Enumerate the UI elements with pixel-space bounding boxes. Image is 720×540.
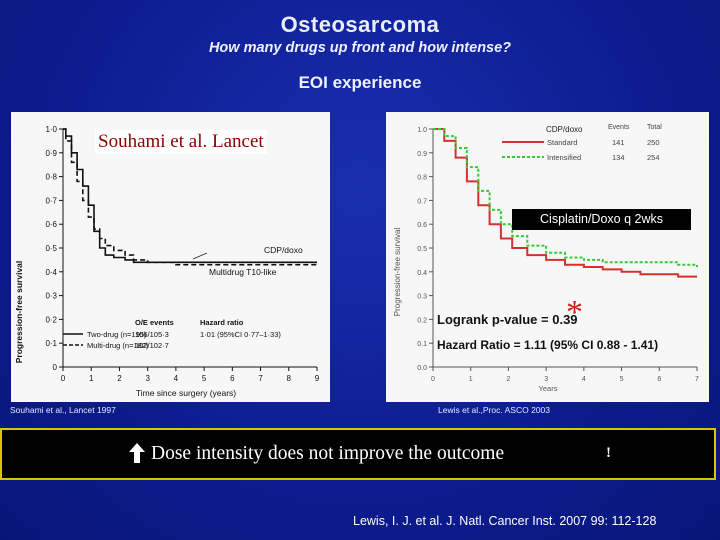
souhami-chart-panel: Progression-free survival Time since sur… bbox=[11, 112, 330, 402]
x-tick-label: 3 bbox=[544, 376, 548, 383]
y-tick-label: 0·8 bbox=[45, 173, 57, 182]
souhami-km-chart: Progression-free survival Time since sur… bbox=[14, 125, 320, 398]
x-tick-label: 0 bbox=[431, 376, 435, 383]
y-tick-label: 0.8 bbox=[417, 175, 427, 182]
y-tick-label: 0·3 bbox=[45, 292, 57, 301]
x-tick-label: 1 bbox=[469, 376, 473, 383]
legend-standard-total: 250 bbox=[647, 138, 660, 147]
legend-standard: Standard bbox=[547, 138, 577, 147]
x-tick-label: 3 bbox=[145, 374, 150, 383]
x-tick-label: 1 bbox=[89, 374, 94, 383]
legend-two-drug-oe: 106/105·3 bbox=[135, 330, 169, 339]
y-axis-label: Progression-free survival bbox=[14, 261, 24, 364]
y-tick-label: 0·5 bbox=[45, 244, 57, 253]
y-tick-label: 0·7 bbox=[45, 196, 57, 205]
x-tick-label: 5 bbox=[202, 374, 207, 383]
y-tick-label: 1·0 bbox=[45, 125, 57, 134]
legend-multi-drug-oe: 102/102·7 bbox=[135, 341, 169, 350]
legend-two-drug-hr: 1·01 (95%CI 0·77–1·33) bbox=[200, 330, 281, 339]
y-tick-label: 0.4 bbox=[417, 270, 427, 277]
x-tick-label: 0 bbox=[61, 374, 66, 383]
x-tick-label: 6 bbox=[230, 374, 235, 383]
citation-souhami: Souhami et al., Lancet 1997 bbox=[10, 405, 116, 415]
conclusion-banner: Dose intensity does not improve the outc… bbox=[0, 428, 716, 480]
y-tick-label: 0.5 bbox=[417, 246, 427, 253]
legend-standard-events: 141 bbox=[612, 138, 625, 147]
y-tick-label: 0.1 bbox=[417, 341, 427, 348]
x-tick-label: 2 bbox=[117, 374, 122, 383]
y-tick-label: 0.9 bbox=[417, 151, 427, 158]
hazard-ratio-text: Hazard Ratio = 1.11 (95% CI 0.88 - 1.41) bbox=[437, 338, 658, 352]
series-line-multi-drug-n-182 bbox=[63, 128, 317, 266]
annotation-cdp: CDP/doxo bbox=[264, 245, 303, 255]
right-x-axis-label: Years bbox=[539, 384, 558, 393]
y-tick-label: 0.2 bbox=[417, 317, 427, 324]
y-tick-label: 0·6 bbox=[45, 220, 57, 229]
annotation-multidrug: Multidrug T10-like bbox=[209, 267, 277, 277]
journal-reference: Lewis, I. J. et al. J. Natl. Cancer Inst… bbox=[353, 514, 657, 528]
x-tick-label: 5 bbox=[620, 376, 624, 383]
legend-header-events: Events bbox=[608, 124, 630, 131]
table-header-oe: O/E events bbox=[135, 318, 174, 327]
asterisk-marker: * bbox=[566, 294, 583, 331]
y-tick-label: 0·1 bbox=[45, 339, 57, 348]
x-tick-label: 8 bbox=[287, 374, 292, 383]
y-tick-label: 1.0 bbox=[417, 127, 427, 134]
souhami-reference-label: Souhami et al. Lancet bbox=[95, 130, 267, 154]
x-tick-label: 6 bbox=[657, 376, 661, 383]
legend-intensified-events: 134 bbox=[612, 153, 625, 162]
x-tick-label: 4 bbox=[582, 376, 586, 383]
y-tick-label: 0·4 bbox=[45, 268, 57, 277]
x-tick-label: 7 bbox=[258, 374, 263, 383]
legend-intensified: Intensified bbox=[547, 153, 581, 162]
x-tick-label: 7 bbox=[695, 376, 699, 383]
table-header-hr: Hazard ratio bbox=[200, 318, 244, 327]
conclusion-text: Dose intensity does not improve the outc… bbox=[151, 443, 505, 464]
x-axis-label: Time since surgery (years) bbox=[136, 388, 236, 398]
series-line-intensified bbox=[433, 128, 698, 267]
up-arrow-icon bbox=[129, 443, 145, 463]
right-y-axis-label: Progression-free survival bbox=[393, 228, 402, 317]
legend-header-total: Total bbox=[647, 124, 662, 131]
legend-multi-drug: Multi-drug (n=182) bbox=[87, 341, 149, 350]
y-tick-label: 0.7 bbox=[417, 198, 427, 205]
y-tick-label: 0·9 bbox=[45, 149, 57, 158]
conclusion-exclamation: ! bbox=[606, 445, 611, 461]
y-tick-label: 0.6 bbox=[417, 222, 427, 229]
section-heading: EOI experience bbox=[298, 73, 422, 92]
y-tick-label: 0.3 bbox=[417, 294, 427, 301]
citation-lewis: Lewis et al.,Proc. ASCO 2003 bbox=[438, 405, 550, 415]
legend-title: CDP/doxo bbox=[546, 125, 583, 134]
logrank-text: Logrank p-value = 0.39 bbox=[437, 312, 578, 327]
slide-title: Osteosarcoma bbox=[280, 12, 440, 37]
legend-intensified-total: 254 bbox=[647, 153, 660, 162]
y-tick-label: 0·2 bbox=[45, 315, 57, 324]
legend-two-drug: Two-drug (n=195) bbox=[87, 330, 147, 339]
x-tick-label: 2 bbox=[506, 376, 510, 383]
slide-subtitle: How many drugs up front and how intense? bbox=[208, 40, 512, 56]
x-tick-label: 4 bbox=[174, 374, 179, 383]
series-line-two-drug-n-195 bbox=[63, 128, 317, 264]
lewis-chart-panel: Progression-free survival Years CDP/doxo… bbox=[386, 112, 709, 402]
y-tick-label: 0 bbox=[53, 363, 58, 372]
y-tick-label: 0.0 bbox=[417, 365, 427, 372]
lewis-km-chart: Progression-free survival Years CDP/doxo… bbox=[393, 124, 699, 393]
x-tick-label: 9 bbox=[315, 374, 320, 383]
annotation-pointer bbox=[192, 252, 208, 260]
cisplatin-label: Cisplatin/Doxo q 2wks bbox=[512, 209, 691, 230]
